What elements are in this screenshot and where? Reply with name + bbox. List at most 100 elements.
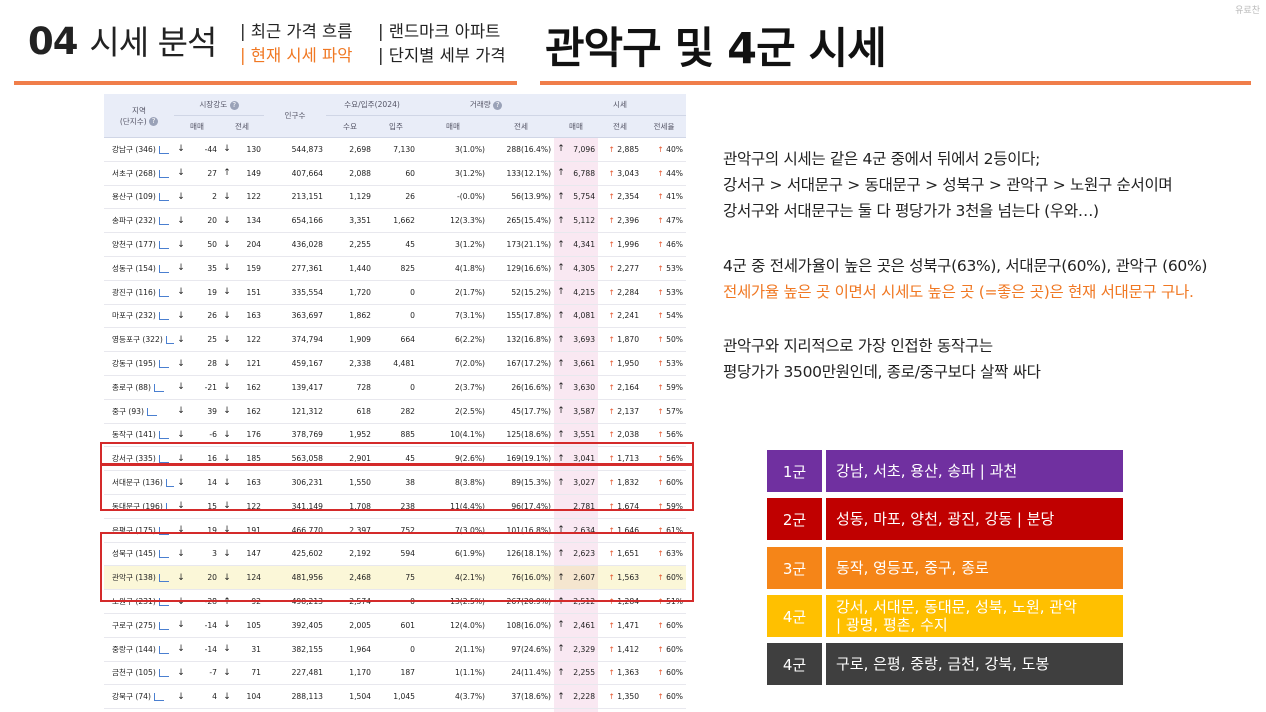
table-row: 금천구 (105) ↓ -7 ↓ 71 227,481 1,170 187 1(1.1%) 24(… xyxy=(104,661,686,686)
price-trade-cell: 4,215 xyxy=(568,280,599,305)
chart-icon[interactable] xyxy=(158,645,169,654)
nav-item-current-price[interactable]: | 현재 시세 파악 xyxy=(240,46,353,65)
chart-icon[interactable] xyxy=(158,455,169,464)
trend-arrow-icon: ↑ xyxy=(554,304,569,329)
chart-icon[interactable] xyxy=(158,598,169,607)
volume-trade-cell: 4(3.7%) xyxy=(418,684,489,710)
trend-arrow-icon: ↑ xyxy=(554,256,569,281)
chart-icon[interactable] xyxy=(153,693,164,702)
market-trade-cell: 26 xyxy=(188,304,220,329)
chart-icon[interactable] xyxy=(158,145,169,154)
nav-item-landmark[interactable]: | 랜드마크 아파트 xyxy=(378,22,501,41)
chart-icon[interactable] xyxy=(153,383,164,392)
volume-jeonse-cell: 89(15.3%) xyxy=(488,470,555,495)
trend-arrow-icon: ↑ xyxy=(657,644,664,654)
price-trade-cell: 2,255 xyxy=(568,661,599,686)
trend-arrow-icon: ↑ xyxy=(220,161,234,186)
region-cell: 강동구 (195) xyxy=(104,351,174,376)
chart-icon[interactable] xyxy=(146,407,157,416)
volume-trade-cell: 3(1.2%) xyxy=(418,232,489,257)
chart-icon[interactable] xyxy=(158,574,169,583)
price-jeonse-cell: 2,277 xyxy=(617,263,640,273)
market-jeonse-cell: 162 xyxy=(234,399,264,424)
trend-arrow-icon: ↓ xyxy=(220,684,234,710)
region-cell: 동대문구 (196) xyxy=(104,494,174,519)
region-name: 강북구 (74) xyxy=(112,692,151,702)
table-row: 도봉구 (145)↓-26↓80306,9481,59306(2.6%)69(1… xyxy=(104,708,686,712)
trend-arrow-icon: ↓ xyxy=(174,494,188,519)
chart-icon[interactable] xyxy=(158,288,169,297)
ratio-cell: 50% xyxy=(666,335,684,345)
price-jeonse-cell: 1,471 xyxy=(617,620,640,630)
population-cell: 382,155 xyxy=(264,637,326,662)
trend-arrow-icon: ↓ xyxy=(220,661,234,686)
chart-icon[interactable] xyxy=(158,431,169,440)
chart-icon[interactable] xyxy=(158,621,169,630)
header-price-jeonse: 전세 xyxy=(598,115,643,138)
chart-icon[interactable] xyxy=(158,217,169,226)
chart-icon[interactable] xyxy=(158,526,169,535)
chart-icon[interactable] xyxy=(165,502,174,511)
region-name: 영등포구 (322) xyxy=(112,335,163,345)
chart-icon[interactable] xyxy=(158,550,169,559)
volume-trade-cell: 6(2.2%) xyxy=(418,327,489,353)
chart-icon[interactable] xyxy=(165,336,174,345)
trend-arrow-icon: ↓ xyxy=(174,232,188,257)
market-trade-cell: -14 xyxy=(188,613,220,638)
nav-item-complex-price[interactable]: | 단지별 세부 가격 xyxy=(378,46,506,65)
trend-arrow-icon: ↓ xyxy=(220,470,234,495)
group-description: 동작, 영등포, 중구, 종로 xyxy=(826,547,1123,589)
trend-arrow-icon: ↓ xyxy=(174,137,188,162)
market-trade-cell: 19 xyxy=(188,518,220,543)
trend-arrow-icon: ↑ xyxy=(554,518,569,543)
region-name: 마포구 (232) xyxy=(112,311,156,321)
trend-arrow-icon: ↑ xyxy=(554,542,569,567)
chart-icon[interactable] xyxy=(158,312,169,321)
watermark: 유료찬 xyxy=(1235,6,1260,16)
region-cell: 양천구 (177) xyxy=(104,232,174,257)
trend-arrow-icon xyxy=(554,494,569,519)
market-trade-cell: -21 xyxy=(188,375,220,400)
price-jeonse-cell: 2,241 xyxy=(617,311,640,321)
market-jeonse-cell: 162 xyxy=(234,375,264,400)
volume-jeonse-cell: 52(15.2%) xyxy=(488,280,555,305)
nav-item-recent-price[interactable]: | 최근 가격 흐름 xyxy=(240,22,353,41)
trend-arrow-icon: ↑ xyxy=(608,192,615,202)
demand-cell: 2,397 xyxy=(326,518,374,543)
chart-icon[interactable] xyxy=(158,669,169,678)
trend-arrow-icon: ↑ xyxy=(657,192,664,202)
chart-icon[interactable] xyxy=(165,479,174,488)
chart-icon[interactable] xyxy=(158,193,169,202)
section-number: 04 시세 분석 xyxy=(28,20,217,63)
population-cell: 407,664 xyxy=(264,161,326,186)
region-name: 강서구 (335) xyxy=(112,454,156,464)
demand-cell: 2,255 xyxy=(326,232,374,257)
chart-icon[interactable] xyxy=(158,169,169,178)
market-jeonse-cell: 134 xyxy=(234,208,264,234)
chart-icon[interactable] xyxy=(158,264,169,273)
table-row: 서초구 (268) ↓ 27 ↑ 149 407,664 2,088 60 3(1.2%) 133… xyxy=(104,161,686,186)
move-in-cell: 26 xyxy=(374,185,419,210)
move-in-cell: 825 xyxy=(374,256,419,281)
region-name: 송파구 (232) xyxy=(112,216,156,226)
price-jeonse-cell: 2,284 xyxy=(617,287,640,297)
trend-arrow-icon: ↑ xyxy=(657,335,664,345)
table-row: 강동구 (195) ↓ 28 ↓ 121 459,167 2,338 4,481 7(2.0%)… xyxy=(104,351,686,376)
volume-jeonse-cell: 169(19.1%) xyxy=(488,446,555,472)
population-cell: 459,167 xyxy=(264,351,326,376)
trend-arrow-icon: ↑ xyxy=(608,263,615,273)
move-in-cell: 38 xyxy=(374,470,419,495)
header-region: 지역 (단지수) ? xyxy=(104,94,174,138)
ratio-cell: 46% xyxy=(666,240,684,250)
trend-arrow-icon: ↑ xyxy=(608,454,615,464)
ratio-cell: 60% xyxy=(666,478,684,488)
market-jeonse-cell: 124 xyxy=(234,565,264,591)
region-name: 서초구 (268) xyxy=(112,168,156,178)
market-trade-cell: 2 xyxy=(188,185,220,210)
region-name: 강동구 (195) xyxy=(112,359,156,369)
chart-icon[interactable] xyxy=(158,360,169,369)
chart-icon[interactable] xyxy=(158,241,169,250)
trend-arrow-icon: ↑ xyxy=(608,549,615,559)
ratio-cell: 60% xyxy=(666,668,684,678)
table-row: 성북구 (145) ↓ 3 ↓ 147 425,602 2,192 594 6(1.9%) 126… xyxy=(104,542,686,567)
